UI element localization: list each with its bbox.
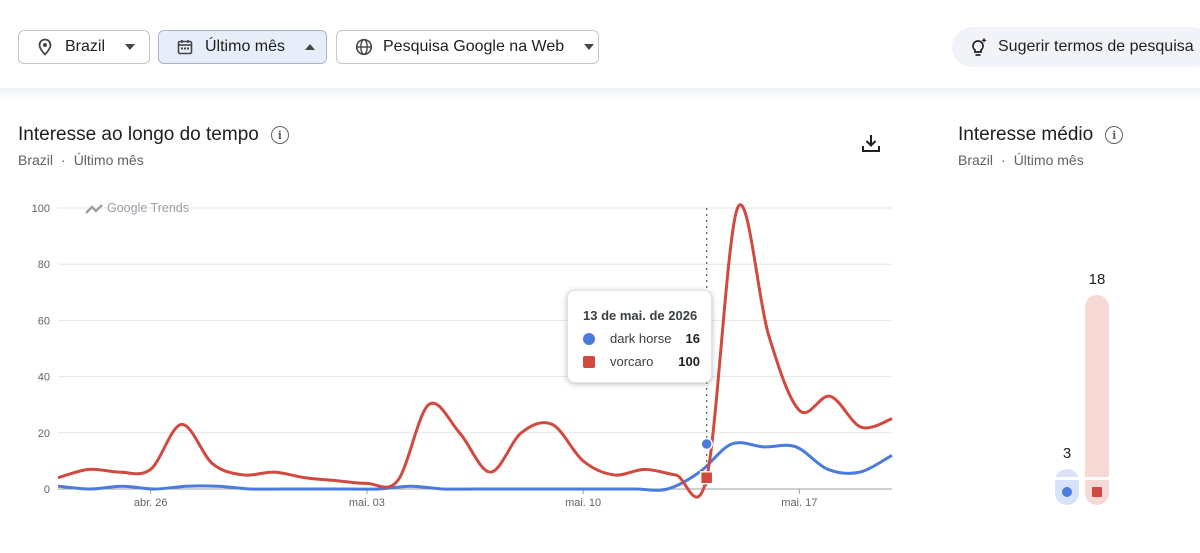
y-tick-label: 20 (38, 428, 50, 440)
location-filter[interactable]: Brazil (18, 30, 150, 64)
y-tick-label: 80 (38, 259, 50, 271)
interest-line-chart: 0 20 40 60 80 100 abr. 26 mai. 03 mai. 10 mai. 1… (32, 201, 893, 509)
filter-bar-shadow (0, 88, 1200, 102)
y-tick-label: 0 (44, 484, 50, 496)
location-label: Brazil (65, 38, 106, 55)
search-type-label: Pesquisa Google na Web (383, 38, 565, 55)
x-axis-labels: abr. 26 mai. 03 mai. 10 mai. 17 (134, 489, 817, 509)
tooltip-date: 13 de mai. de 2026 (583, 308, 698, 323)
average-bar-separator (1055, 477, 1079, 480)
separator-dot: · (61, 152, 66, 168)
info-icon[interactable]: i (270, 126, 289, 144)
location-pin-icon (37, 38, 55, 56)
x-tick-label: abr. 26 (134, 497, 168, 509)
x-tick-label: mai. 17 (781, 497, 817, 509)
tooltip-row-dark-horse: dark horse 16 (583, 331, 700, 346)
dark-horse-circle-icon (583, 332, 595, 345)
vorcaro-marker (699, 471, 714, 485)
suggest-terms-button[interactable]: Sugerir termos de pesquisa (952, 27, 1200, 67)
series-lines (57, 203, 893, 499)
time-range-label: Último mês (205, 38, 286, 55)
average-bar-value: 3 (1062, 445, 1072, 462)
x-tick-label: mai. 10 (565, 497, 601, 509)
tooltip-series-value: 100 (678, 354, 700, 369)
lightbulb-sparkle-icon (970, 37, 988, 57)
tooltip-row-vorcaro: vorcaro 100 (583, 354, 700, 369)
y-tick-label: 60 (38, 315, 50, 327)
average-interest-subtitle: Brazil · Último mês (958, 152, 1084, 168)
chevron-up-icon (305, 44, 316, 50)
subtitle-time: Último mês (73, 152, 144, 168)
watermark-label: Google Trends (107, 201, 189, 215)
trends-logo-icon (85, 204, 103, 214)
series-markers (699, 437, 714, 485)
info-icon[interactable]: i (1105, 126, 1124, 144)
chevron-down-icon (125, 44, 136, 50)
series-line-vorcaro (57, 203, 893, 499)
interest-over-time-title: Interesse ao longo do tempo (18, 124, 259, 145)
average-interest-heading: Interesse médio i (958, 124, 1124, 146)
series-line-dark-horse (57, 441, 893, 492)
chart-tooltip: 13 de mai. de 2026 dark horse 16 vorcaro… (567, 290, 712, 383)
dark-horse-marker (700, 437, 713, 451)
x-tick-label: mai. 03 (349, 497, 385, 509)
tooltip-series-name: vorcaro (610, 354, 654, 369)
tooltip-series-value: 16 (685, 331, 700, 346)
dark-horse-circle-icon (1062, 487, 1072, 497)
subtitle-time: Último mês (1013, 152, 1084, 168)
vorcaro-square-icon (583, 355, 595, 368)
subtitle-location: Brazil (18, 152, 54, 168)
average-interest-title: Interesse médio (958, 124, 1094, 145)
y-tick-label: 100 (32, 203, 50, 215)
time-range-filter[interactable]: Último mês (158, 30, 327, 64)
average-bar-separator (1085, 477, 1109, 480)
average-bar-vorcaro (1085, 295, 1109, 505)
interest-over-time-subtitle: Brazil · Último mês (18, 152, 144, 168)
subtitle-location: Brazil (958, 152, 994, 168)
download-icon (862, 135, 880, 152)
average-bar-value: 18 (1088, 271, 1106, 288)
download-button[interactable] (858, 130, 884, 156)
interest-over-time-heading: Interesse ao longo do tempo i (18, 124, 289, 146)
suggest-terms-label: Sugerir termos de pesquisa (998, 38, 1194, 55)
calendar-icon (177, 38, 195, 56)
chevron-down-icon (584, 44, 595, 50)
watermark: Google Trends (85, 201, 189, 215)
search-type-filter[interactable]: Pesquisa Google na Web (336, 30, 599, 64)
separator-dot: · (1001, 152, 1006, 168)
y-tick-label: 40 (38, 372, 50, 384)
vorcaro-square-icon (1092, 487, 1102, 497)
globe-icon (355, 38, 373, 56)
tooltip-series-name: dark horse (610, 331, 672, 346)
y-axis-labels: 0 20 40 60 80 100 (32, 203, 50, 496)
